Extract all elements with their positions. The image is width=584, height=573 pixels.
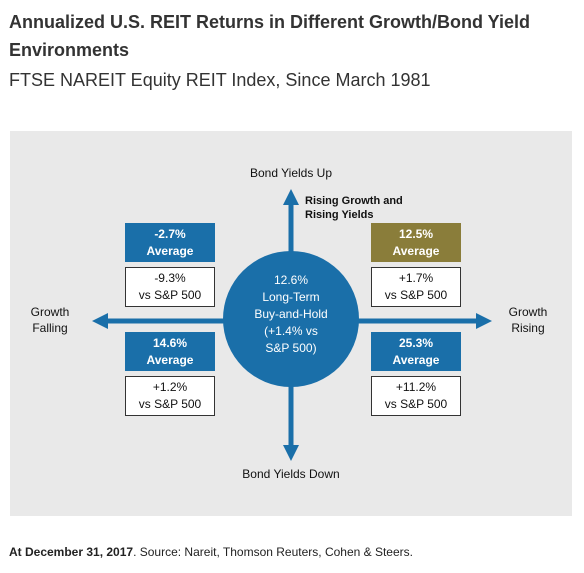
top-right-vs-value: +1.7% [398, 271, 434, 285]
bottom-left-vs-box: +1.2% vs S&P 500 [125, 376, 215, 416]
top-right-average-box: 12.5% Average [371, 223, 461, 262]
bottom-right-vs-label: vs S&P 500 [384, 397, 448, 411]
footer-note: At December 31, 2017. Source: Nareit, Th… [9, 545, 413, 559]
axis-label-left-2: Falling [32, 321, 68, 335]
bottom-right-vs-box: +11.2% vs S&P 500 [371, 376, 461, 416]
top-right-average-value: 12.5% [398, 227, 434, 241]
diagram-panel: Bond Yields Up Bond Yields Down Growth F… [10, 131, 572, 516]
top-left-average-box: -2.7% Average [125, 223, 215, 262]
arrow-down [283, 445, 299, 461]
center-line-4: (+1.4% vs [264, 324, 318, 338]
top-left-average-label: Average [146, 244, 194, 258]
axis-label-left-1: Growth [30, 305, 70, 319]
bottom-right-vs-value: +11.2% [395, 380, 437, 394]
arrow-left [92, 313, 108, 329]
bottom-left-average-value: 14.6% [152, 336, 188, 350]
center-line-3: Buy-and-Hold [254, 307, 328, 321]
bottom-right-average-label: Average [392, 353, 440, 367]
quadrant-note-line2: Rising Yields [305, 209, 374, 221]
center-line-2: Long-Term [262, 290, 320, 304]
chart-title: Annualized U.S. REIT Returns in Differen… [9, 12, 531, 60]
chart-subtitle: FTSE NAREIT Equity REIT Index, Since Mar… [9, 70, 431, 90]
center-text: 12.6% Long-Term Buy-and-Hold (+1.4% vs S… [232, 272, 350, 357]
top-right-average-label: Average [392, 244, 440, 258]
top-right-vs-label: vs S&P 500 [384, 288, 448, 302]
bottom-left-average-box: 14.6% Average [125, 332, 215, 371]
top-left-vs-label: vs S&P 500 [138, 288, 202, 302]
arrow-up [283, 189, 299, 205]
top-left-vs-value: -9.3% [154, 271, 186, 285]
bottom-right-average-value: 25.3% [398, 336, 434, 350]
arrow-right [476, 313, 492, 329]
footer-source: . Source: Nareit, Thomson Reuters, Cohen… [133, 545, 413, 559]
axis-label-top: Bond Yields Up [249, 166, 333, 180]
footer-date: At December 31, 2017 [9, 545, 134, 559]
bottom-left-vs-label: vs S&P 500 [138, 397, 202, 411]
axis-label-right-2: Rising [511, 321, 545, 335]
center-line-5: S&P 500) [265, 341, 317, 355]
bottom-left-vs-value: +1.2% [152, 380, 188, 394]
center-line-1: 12.6% [273, 273, 309, 287]
top-right-vs-box: +1.7% vs S&P 500 [371, 267, 461, 307]
bottom-left-average-label: Average [146, 353, 194, 367]
axis-label-bottom: Bond Yields Down [242, 467, 340, 481]
bottom-right-average-box: 25.3% Average [371, 332, 461, 371]
top-left-vs-box: -9.3% vs S&P 500 [125, 267, 215, 307]
top-left-average-value: -2.7% [154, 227, 186, 241]
axis-label-right-1: Growth [508, 305, 548, 319]
quadrant-note-line1: Rising Growth and [305, 195, 403, 207]
axes-graphic [92, 189, 492, 461]
center-circle [223, 251, 359, 387]
